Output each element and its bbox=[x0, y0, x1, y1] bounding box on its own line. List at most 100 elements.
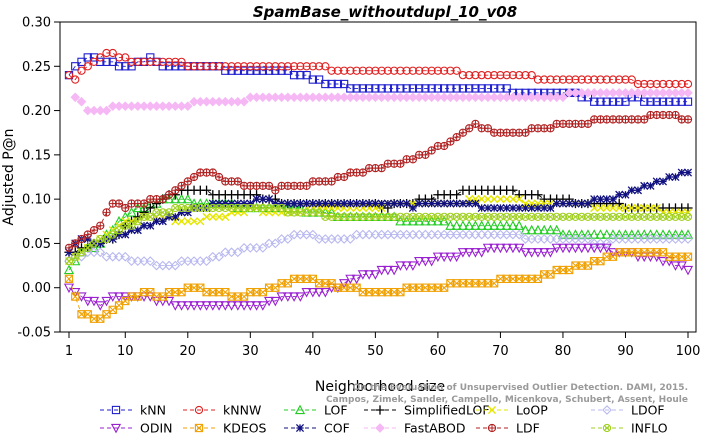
data-point-odin bbox=[138, 292, 150, 302]
data-point-ldof bbox=[289, 229, 299, 240]
data-point-knnw bbox=[402, 66, 411, 75]
data-point-odin bbox=[113, 292, 125, 302]
data-point-odin bbox=[263, 296, 275, 307]
data-point-ldof bbox=[470, 229, 481, 240]
data-point-loop bbox=[202, 212, 211, 221]
data-point-ldof bbox=[539, 234, 550, 244]
y-tick-label: 0.20 bbox=[22, 104, 51, 119]
data-point-inflo bbox=[521, 212, 530, 222]
data-point-knnw bbox=[483, 70, 493, 80]
data-point-knn bbox=[346, 84, 355, 93]
data-point-inflo bbox=[433, 212, 443, 222]
legend-marker-lof bbox=[294, 404, 306, 415]
data-point-fastabod bbox=[132, 101, 143, 111]
data-point-ldof bbox=[339, 234, 349, 244]
data-point-cof bbox=[583, 199, 593, 208]
data-point-ldof bbox=[533, 234, 543, 244]
data-point-knnw bbox=[408, 66, 418, 75]
data-point-cof bbox=[277, 199, 286, 208]
data-point-ldof bbox=[282, 234, 293, 244]
data-point-knnw bbox=[258, 62, 267, 71]
data-point-odin bbox=[213, 301, 225, 311]
data-point-inflo bbox=[102, 234, 111, 244]
data-point-knn bbox=[71, 62, 80, 71]
data-point-ldf bbox=[446, 137, 455, 146]
data-point-inflo bbox=[640, 212, 649, 222]
data-point-ldof bbox=[401, 229, 412, 240]
data-point-knn bbox=[177, 62, 186, 71]
data-point-inflo bbox=[202, 203, 211, 213]
data-point-inflo bbox=[352, 212, 361, 222]
data-point-fastabod bbox=[214, 96, 224, 107]
data-point-knnw bbox=[571, 75, 580, 84]
data-point-inflo bbox=[208, 203, 217, 213]
data-point-ldof bbox=[257, 242, 268, 253]
data-point-lof bbox=[639, 229, 650, 239]
data-point-inflo bbox=[627, 212, 636, 222]
data-point-lof bbox=[63, 264, 75, 275]
data-point-fastabod bbox=[107, 101, 118, 111]
data-point-ldf bbox=[396, 159, 405, 168]
data-point-kdeos bbox=[683, 252, 693, 261]
data-point-cof bbox=[483, 203, 492, 213]
data-point-lof bbox=[576, 229, 587, 239]
data-point-odin bbox=[301, 287, 312, 298]
data-point-lof bbox=[445, 220, 456, 230]
data-point-ldof bbox=[433, 229, 443, 240]
data-point-ldf bbox=[521, 128, 530, 137]
data-point-ldof bbox=[589, 238, 600, 249]
data-point-knn bbox=[396, 84, 405, 93]
data-point-fastabod bbox=[226, 96, 237, 107]
x-tick-label: 20 bbox=[180, 344, 197, 359]
data-point-cof bbox=[108, 234, 117, 244]
data-point-ldof bbox=[139, 256, 149, 267]
data-point-fastabod bbox=[182, 101, 193, 111]
data-point-inflo bbox=[114, 225, 124, 235]
data-point-cof bbox=[433, 199, 442, 208]
data-point-simplifiedlof bbox=[508, 185, 518, 195]
data-point-inflo bbox=[602, 212, 611, 222]
data-point-inflo bbox=[246, 203, 255, 213]
data-point-ldof bbox=[270, 238, 281, 249]
legend-label: LoOP bbox=[516, 403, 548, 418]
data-point-cof bbox=[296, 199, 305, 208]
data-point-ldf bbox=[465, 124, 474, 133]
data-point-fastabod bbox=[639, 88, 650, 98]
data-point-inflo bbox=[121, 221, 130, 230]
legend-marker-cof bbox=[295, 423, 305, 433]
data-point-knn bbox=[683, 97, 693, 106]
data-point-ldof bbox=[301, 229, 312, 240]
data-point-ldf bbox=[408, 155, 418, 164]
series-line-ldf bbox=[68, 114, 688, 249]
data-point-ldf bbox=[83, 230, 92, 239]
data-point-ldof bbox=[95, 247, 106, 258]
data-point-loop bbox=[590, 203, 599, 213]
data-point-cof bbox=[321, 199, 330, 208]
legend-item-knn: kNN bbox=[100, 403, 166, 418]
data-point-odin bbox=[551, 243, 562, 254]
data-point-lof bbox=[170, 193, 181, 204]
data-point-cof bbox=[533, 203, 542, 213]
data-point-knn bbox=[402, 84, 411, 93]
data-point-fastabod bbox=[401, 92, 412, 103]
data-point-knnw bbox=[214, 62, 224, 71]
x-axis: 1 10 20 30 40 50 60 70 80 90 100 bbox=[65, 332, 700, 359]
data-point-knnw bbox=[602, 75, 611, 84]
data-point-lof bbox=[176, 193, 187, 204]
data-point-knn bbox=[383, 84, 393, 93]
data-point-cof bbox=[446, 199, 455, 208]
data-point-knn bbox=[83, 53, 92, 62]
data-point-fastabod bbox=[164, 101, 174, 111]
data-point-fastabod bbox=[220, 96, 231, 107]
data-point-ldf bbox=[164, 190, 174, 199]
data-point-loop bbox=[183, 217, 192, 226]
data-point-loop bbox=[177, 217, 186, 226]
data-point-inflo bbox=[477, 212, 486, 222]
data-point-odin bbox=[564, 243, 575, 254]
legend-item-ldof: LDOF bbox=[591, 403, 665, 418]
y-tick-label: 0.30 bbox=[22, 16, 51, 31]
data-point-knn bbox=[646, 97, 655, 106]
data-point-loop bbox=[508, 195, 518, 204]
data-point-knn bbox=[621, 97, 630, 106]
data-point-ldof bbox=[558, 234, 568, 244]
